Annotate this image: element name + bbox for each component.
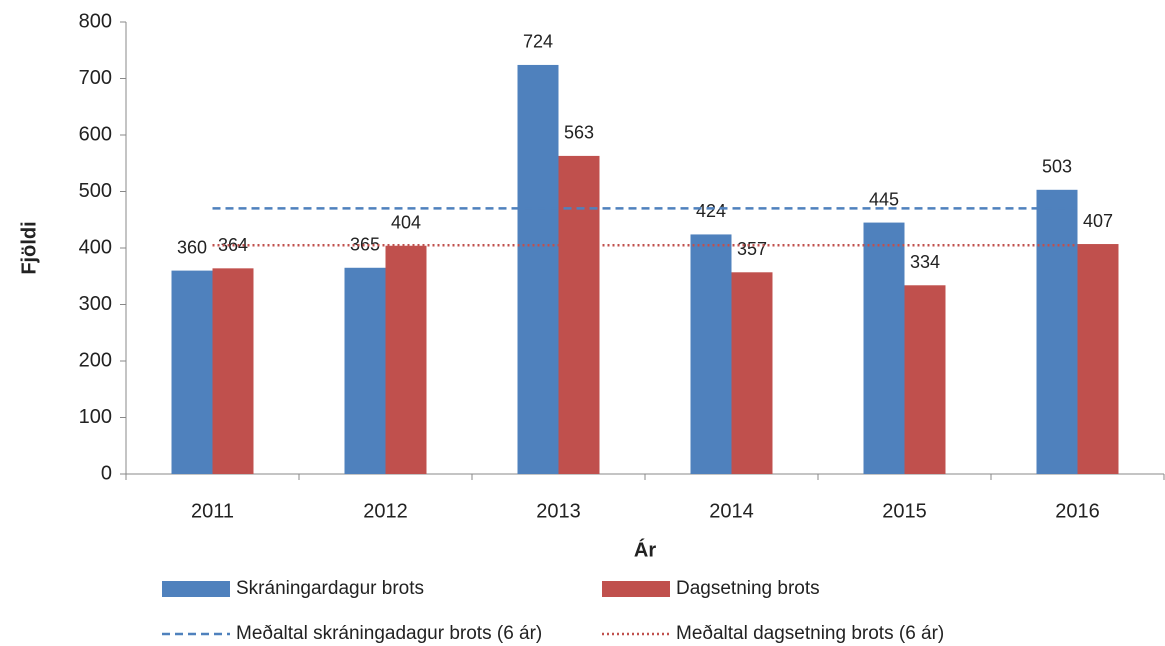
data-label: 334	[910, 252, 940, 272]
data-label: 724	[523, 32, 553, 52]
bar	[1036, 189, 1078, 474]
bar	[558, 155, 600, 474]
data-label: 404	[391, 212, 421, 232]
x-tick-label: 2011	[191, 500, 234, 522]
y-tick-label: 200	[79, 349, 112, 371]
legend-label: Dagsetning brots	[676, 578, 820, 599]
x-tick-label: 2015	[882, 500, 927, 522]
data-label: 365	[350, 235, 380, 255]
y-tick-label: 300	[79, 293, 112, 315]
bar	[1077, 244, 1119, 474]
bar	[212, 268, 254, 474]
legend-label: Meðaltal dagsetning brots (6 ár)	[676, 623, 944, 644]
y-axis-title: Fjöldi	[18, 221, 40, 274]
x-tick-label: 2013	[536, 500, 581, 522]
data-label: 563	[564, 123, 594, 143]
bar	[904, 285, 946, 474]
y-tick-label: 400	[79, 236, 112, 258]
x-tick-label: 2012	[363, 500, 408, 522]
data-label: 360	[177, 237, 207, 257]
bar	[731, 272, 773, 474]
bar	[863, 222, 905, 474]
legend-swatch	[602, 581, 670, 597]
data-label: 445	[869, 189, 899, 209]
y-tick-label: 700	[79, 67, 112, 89]
legend-label: Meðaltal skráningadagur brots (6 ár)	[236, 623, 542, 644]
x-axis-title: Ár	[634, 538, 656, 561]
y-tick-label: 0	[101, 462, 112, 484]
bar	[517, 64, 559, 474]
y-tick-label: 100	[79, 406, 112, 428]
bar	[171, 270, 213, 474]
y-tick-label: 600	[79, 123, 112, 145]
data-label: 503	[1042, 157, 1072, 177]
legend-swatch	[162, 581, 230, 597]
bar	[690, 234, 732, 474]
bar	[344, 267, 386, 474]
y-tick-label: 500	[79, 180, 112, 202]
x-tick-label: 2014	[709, 500, 754, 522]
data-label: 407	[1083, 211, 1113, 231]
y-tick-label: 800	[79, 10, 112, 32]
data-label: 424	[696, 201, 726, 221]
legend-label: Skráningardagur brots	[236, 578, 424, 599]
data-label: 357	[737, 239, 767, 259]
bar	[385, 245, 427, 474]
x-tick-label: 2016	[1055, 500, 1100, 522]
